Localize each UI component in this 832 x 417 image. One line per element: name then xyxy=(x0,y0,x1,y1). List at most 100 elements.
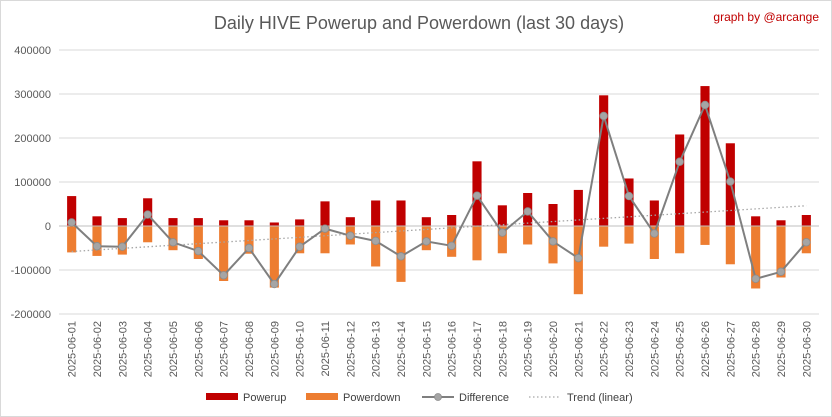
bar-powerdown xyxy=(117,226,127,255)
x-tick-label: 2025-06-14 xyxy=(396,321,408,377)
x-tick-label: 2025-06-17 xyxy=(472,321,484,377)
bar-powerdown xyxy=(193,226,203,259)
difference-point xyxy=(295,242,304,251)
x-tick-label: 2025-06-23 xyxy=(624,321,636,377)
x-tick-label: 2025-06-28 xyxy=(751,321,763,377)
x-tick-label: 2025-06-04 xyxy=(143,321,155,377)
bar-powerdown xyxy=(472,226,482,261)
x-tick-label: 2025-06-16 xyxy=(447,321,459,377)
x-tick-label: 2025-06-01 xyxy=(67,321,79,377)
bar-powerup xyxy=(244,220,254,226)
trend-segment xyxy=(71,205,807,253)
bar-powerdown xyxy=(675,226,685,254)
x-tick-label: 2025-06-26 xyxy=(700,321,712,377)
difference-point xyxy=(168,238,178,247)
chart-credit: graph by @arcange xyxy=(713,10,819,24)
difference-point xyxy=(143,210,152,219)
bar-powerup xyxy=(776,220,786,226)
legend-label: Powerdown xyxy=(343,392,400,404)
x-tick-label: 2025-06-22 xyxy=(599,321,611,377)
x-tick-label: 2025-06-05 xyxy=(168,321,180,377)
bar-powerdown xyxy=(67,226,77,253)
bar-powerdown xyxy=(320,226,330,254)
bar-powerup xyxy=(320,201,330,226)
x-tick-label: 2025-06-29 xyxy=(776,321,788,377)
x-tick-label: 2025-06-25 xyxy=(675,321,687,377)
bar-powerdown xyxy=(219,226,229,281)
bar-powerup xyxy=(497,205,507,226)
y-tick-label: 0 xyxy=(45,221,51,233)
bar-powerup xyxy=(573,189,583,226)
legend-label: Difference xyxy=(459,392,509,404)
bar-powerdown xyxy=(700,226,710,245)
x-tick-label: 2025-06-24 xyxy=(649,321,661,377)
x-tick-label: 2025-06-20 xyxy=(548,321,560,377)
chart-title: Daily HIVE Powerup and Powerdown (last 3… xyxy=(214,13,624,33)
x-tick-label: 2025-06-07 xyxy=(219,321,231,377)
difference-point xyxy=(675,157,684,166)
x-tick-label: 2025-06-11 xyxy=(320,321,332,376)
difference-point xyxy=(447,241,456,250)
bar-powerdown xyxy=(447,226,457,257)
bar-powerdown xyxy=(295,226,305,254)
difference-point xyxy=(270,279,279,289)
bar-powerdown xyxy=(371,226,381,267)
difference-point xyxy=(574,253,583,263)
bar-powerdown xyxy=(725,226,735,265)
bar-powerup xyxy=(295,219,305,226)
x-tick-label: 2025-06-30 xyxy=(801,321,813,377)
bar-powerdown xyxy=(649,226,659,259)
difference-point xyxy=(371,236,380,246)
bar-powerup xyxy=(801,215,811,226)
y-axis: 400000 300000 200000 100000 0 -100000 -200000 xyxy=(11,45,51,321)
bar-powerdown xyxy=(599,226,609,247)
bar-powerdown xyxy=(624,226,634,244)
x-tick-label: 2025-06-18 xyxy=(497,321,509,377)
bar-powerdown xyxy=(776,226,786,278)
difference-series-line xyxy=(71,102,808,286)
y-tick-label: 300000 xyxy=(14,89,51,101)
bar-powerdown xyxy=(497,226,507,254)
bar-powerup xyxy=(117,218,127,226)
difference-line xyxy=(67,100,811,289)
x-tick-label: 2025-06-12 xyxy=(345,321,357,377)
difference-point xyxy=(700,100,710,110)
x-axis: 2025-06-01 2025-06-02 2025-06-03 2025-06-04… xyxy=(67,321,814,377)
difference-point xyxy=(194,246,203,256)
bar-powerdown xyxy=(751,226,761,289)
difference-point xyxy=(523,207,532,216)
legend-swatch xyxy=(306,393,338,400)
difference-point xyxy=(776,267,786,276)
bar-powerup xyxy=(700,86,710,226)
bar-powerdown xyxy=(523,226,533,245)
bar-powerdown xyxy=(92,226,102,256)
legend-swatch xyxy=(206,393,238,400)
legend: Powerup Powerdown Difference Trend (linear) xyxy=(206,392,633,404)
bar-powerup xyxy=(675,134,685,226)
bar-powerup xyxy=(751,216,761,226)
x-tick-label: 2025-06-21 xyxy=(573,321,585,377)
bar-powerup xyxy=(599,95,609,226)
x-tick-label: 2025-06-08 xyxy=(244,321,256,377)
bar-powerdown xyxy=(269,226,279,288)
y-tick-label: 400000 xyxy=(14,45,51,57)
difference-point xyxy=(346,231,355,240)
x-tick-label: 2025-06-27 xyxy=(725,321,737,377)
difference-point xyxy=(118,242,127,251)
bar-powerup xyxy=(67,196,77,226)
y-tick-label: 200000 xyxy=(14,133,51,145)
y-tick-label: -200000 xyxy=(11,309,51,321)
legend-label: Trend (linear) xyxy=(567,392,633,404)
difference-point xyxy=(599,111,608,121)
bar-powerup xyxy=(92,216,102,226)
legend-label: Powerup xyxy=(243,392,286,404)
difference-point xyxy=(396,252,406,261)
bar-powerup xyxy=(219,220,229,226)
difference-point xyxy=(726,177,735,186)
bar-powerup xyxy=(193,218,203,226)
bar-powerup xyxy=(396,200,406,226)
difference-point xyxy=(498,228,507,237)
bar-powerup xyxy=(421,217,431,226)
